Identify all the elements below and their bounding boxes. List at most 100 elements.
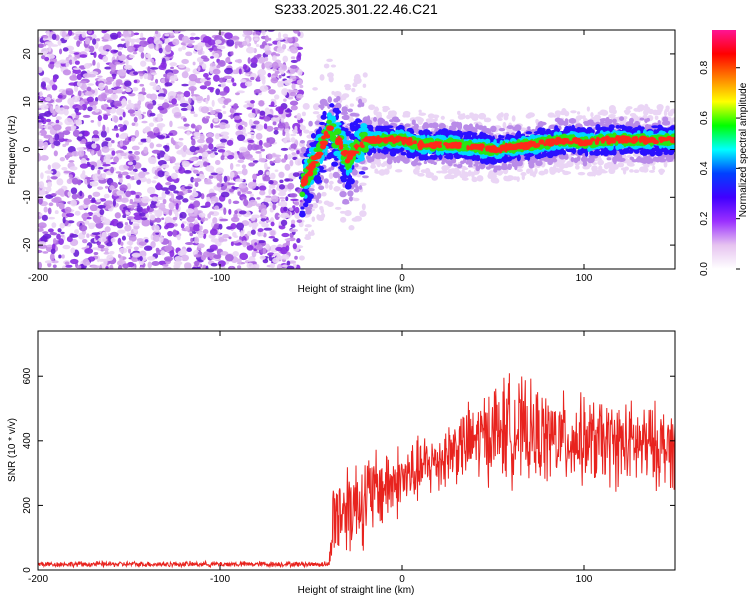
- noise-speck: [192, 95, 197, 101]
- noise-speck: [253, 88, 262, 94]
- ridge-speck: [666, 120, 671, 126]
- noise-speck: [151, 149, 161, 154]
- noise-speck: [266, 153, 273, 160]
- noise-speck: [65, 212, 75, 218]
- noise-speck: [173, 112, 182, 119]
- noise-speck: [217, 148, 226, 153]
- noise-speck: [196, 173, 200, 177]
- noise-speck: [64, 206, 72, 214]
- ridge-speck: [671, 117, 675, 123]
- noise-speck: [68, 160, 75, 163]
- noise-speck: [101, 39, 109, 42]
- noise-speck: [126, 245, 133, 250]
- noise-speck: [216, 45, 226, 50]
- noise-speck: [128, 266, 132, 269]
- noise-speck: [38, 105, 42, 109]
- noise-speck: [274, 53, 281, 57]
- noise-speck: [131, 256, 139, 263]
- noise-speck: [261, 62, 266, 70]
- noise-speck: [249, 157, 255, 161]
- ridge-speck: [425, 118, 433, 123]
- noise-speck: [235, 67, 239, 74]
- noise-speck: [290, 56, 296, 60]
- noise-speck: [117, 253, 121, 259]
- ridge-speck: [658, 157, 667, 163]
- noise-speck: [191, 82, 197, 85]
- noise-speck: [70, 199, 78, 207]
- ridge-speck: [321, 191, 327, 197]
- noise-speck: [290, 133, 297, 137]
- noise-speck: [241, 168, 248, 176]
- noise-speck: [270, 221, 275, 227]
- noise-speck: [263, 227, 273, 231]
- noise-speck: [164, 190, 170, 195]
- noise-speck: [142, 168, 148, 172]
- noise-speck: [256, 197, 261, 200]
- ridge-speck: [608, 113, 616, 118]
- ridge-speck: [520, 172, 527, 177]
- noise-speck: [132, 168, 138, 173]
- ridge-speck: [332, 171, 340, 179]
- noise-speck: [59, 157, 66, 162]
- noise-speck: [242, 63, 248, 70]
- noise-speck: [88, 45, 95, 53]
- noise-speck: [201, 63, 207, 70]
- ridge-speck: [633, 169, 640, 174]
- noise-speck: [154, 78, 159, 84]
- noise-speck: [84, 48, 90, 52]
- ridge-speck: [465, 114, 471, 120]
- noise-speck: [120, 33, 124, 37]
- noise-speck: [62, 143, 67, 148]
- noise-speck: [110, 166, 115, 174]
- noise-speck: [131, 223, 140, 227]
- noise-speck: [289, 100, 299, 106]
- noise-speck: [150, 58, 155, 63]
- noise-speck: [53, 140, 61, 146]
- noise-speck: [68, 59, 73, 65]
- noise-speck: [123, 156, 129, 159]
- noise-speck: [42, 251, 49, 254]
- noise-speck: [283, 98, 287, 102]
- noise-speck: [185, 51, 193, 57]
- noise-speck: [96, 159, 102, 166]
- noise-speck: [58, 202, 65, 210]
- noise-speck: [38, 132, 42, 136]
- noise-speck: [64, 261, 70, 266]
- noise-speck: [296, 219, 303, 223]
- noise-speck: [103, 251, 110, 255]
- noise-speck: [49, 253, 55, 261]
- noise-speck: [55, 98, 63, 103]
- noise-speck: [175, 146, 179, 149]
- noise-speck: [224, 157, 229, 161]
- noise-speck: [91, 265, 101, 269]
- noise-speck: [259, 44, 265, 49]
- noise-speck: [72, 129, 81, 137]
- ridge-speck: [354, 163, 359, 168]
- ridge-speck: [411, 119, 416, 126]
- ridge-speck: [576, 155, 581, 162]
- noise-speck: [71, 193, 79, 200]
- noise-speck: [269, 244, 279, 253]
- noise-speck: [91, 137, 100, 142]
- noise-speck: [142, 127, 151, 133]
- noise-speck: [294, 255, 298, 260]
- noise-speck: [205, 165, 215, 172]
- noise-speck: [161, 163, 170, 169]
- noise-speck: [229, 188, 235, 193]
- noise-speck: [291, 219, 296, 225]
- noise-speck: [216, 64, 221, 69]
- noise-speck: [278, 74, 282, 79]
- noise-speck: [265, 195, 272, 199]
- noise-speck: [170, 80, 175, 84]
- noise-speck: [213, 239, 218, 243]
- noise-speck: [140, 217, 148, 221]
- noise-speck: [68, 82, 77, 86]
- ridge-speck: [575, 116, 582, 122]
- noise-speck: [272, 153, 276, 157]
- noise-speck: [38, 249, 43, 254]
- noise-speck: [208, 211, 214, 215]
- noise-speck: [235, 222, 245, 230]
- noise-speck: [146, 256, 156, 261]
- noise-speck: [234, 43, 238, 49]
- noise-speck: [162, 263, 169, 267]
